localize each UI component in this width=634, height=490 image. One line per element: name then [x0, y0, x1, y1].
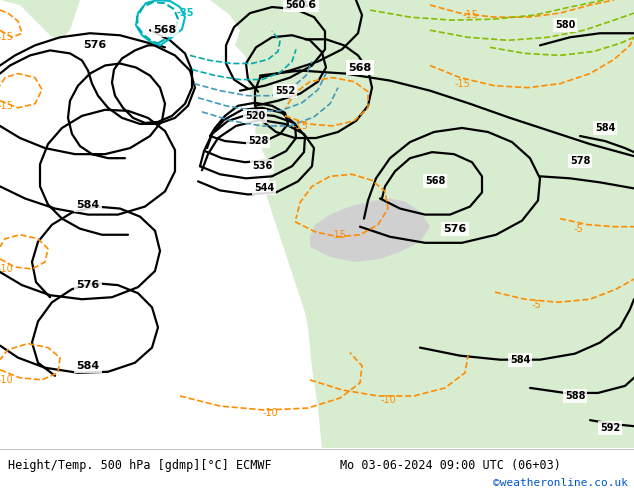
Polygon shape [310, 198, 430, 262]
Text: 568: 568 [348, 63, 372, 73]
Text: 544: 544 [254, 183, 274, 194]
Text: -10: -10 [0, 264, 13, 274]
Text: 584: 584 [510, 355, 530, 365]
Text: 536: 536 [294, 0, 316, 10]
Text: 576: 576 [443, 224, 467, 234]
Text: -15: -15 [0, 101, 13, 111]
Text: -5: -5 [573, 224, 583, 234]
Text: -15: -15 [462, 10, 478, 20]
Text: -15: -15 [330, 230, 346, 240]
Text: 576: 576 [84, 40, 107, 50]
Text: 568: 568 [425, 176, 445, 186]
Text: -5: -5 [531, 300, 541, 310]
Text: 528: 528 [248, 136, 268, 146]
Text: 568: 568 [153, 25, 177, 35]
Text: 520: 520 [245, 111, 265, 121]
Text: Height/Temp. 500 hPa [gdmp][°C] ECMWF: Height/Temp. 500 hPa [gdmp][°C] ECMWF [8, 459, 271, 471]
Text: 552: 552 [275, 86, 295, 96]
Text: -15: -15 [454, 78, 470, 89]
Text: -10: -10 [262, 408, 278, 418]
Polygon shape [210, 0, 634, 448]
Text: 584: 584 [76, 361, 100, 371]
Text: -10: -10 [380, 395, 396, 405]
Text: 588: 588 [565, 391, 585, 401]
Text: 580: 580 [555, 20, 575, 30]
Text: 576: 576 [76, 280, 100, 290]
Text: Mo 03-06-2024 09:00 UTC (06+03): Mo 03-06-2024 09:00 UTC (06+03) [340, 459, 561, 471]
Text: -10: -10 [0, 375, 13, 385]
Text: -35: -35 [176, 8, 194, 18]
Text: 584: 584 [595, 123, 615, 133]
Text: 592: 592 [600, 423, 620, 433]
Polygon shape [0, 0, 80, 40]
Text: -15: -15 [0, 32, 13, 42]
Text: 584: 584 [76, 199, 100, 210]
Text: 578: 578 [570, 156, 590, 166]
Text: 536: 536 [252, 161, 272, 171]
Text: 560: 560 [285, 0, 305, 10]
Text: ©weatheronline.co.uk: ©weatheronline.co.uk [493, 477, 628, 488]
Text: -15: -15 [292, 121, 308, 131]
Text: 560: 560 [349, 63, 372, 73]
